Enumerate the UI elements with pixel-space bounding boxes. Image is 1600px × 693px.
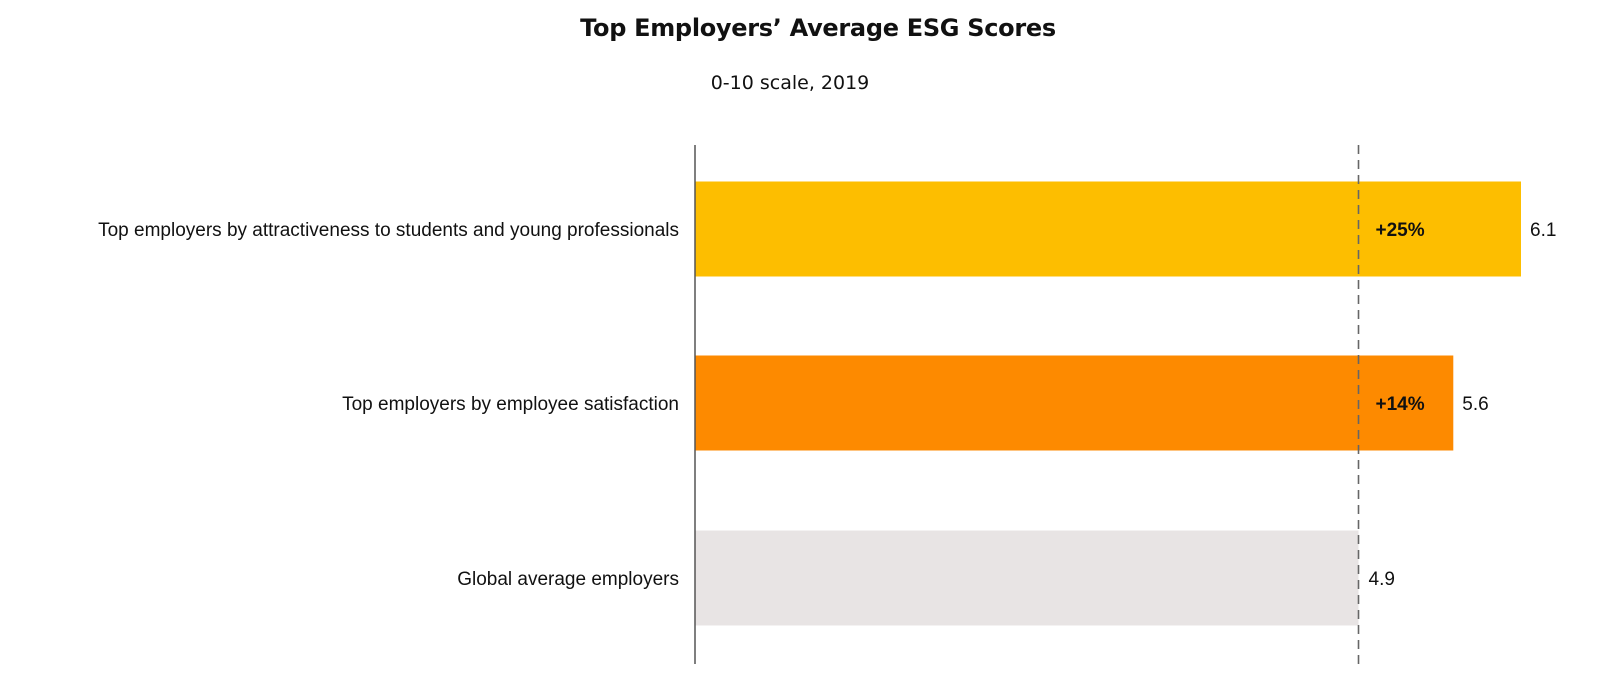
value-label: 5.6 xyxy=(1462,394,1488,415)
bar-top-employers-by-attractiveness-to-students-and-young-professionals xyxy=(695,181,1521,277)
category-label: Top employers by employee satisfaction xyxy=(342,394,679,415)
category-label: Global average employers xyxy=(457,569,679,590)
chart-subtitle: 0-10 scale, 2019 xyxy=(710,72,870,94)
bar-top-employers-by-employee-satisfaction xyxy=(695,355,1454,451)
labels-layer: Top employers by attractiveness to stude… xyxy=(98,220,1556,590)
value-label: 4.9 xyxy=(1369,569,1395,590)
change-label: +25% xyxy=(1376,220,1425,241)
bar-global-average-employers xyxy=(695,530,1359,626)
chart-title: Top Employers’ Average ESG Scores xyxy=(580,14,1056,42)
value-label: 6.1 xyxy=(1530,220,1556,241)
change-label: +14% xyxy=(1376,394,1425,415)
category-label: Top employers by attractiveness to stude… xyxy=(98,220,679,241)
bars-layer xyxy=(695,181,1521,626)
